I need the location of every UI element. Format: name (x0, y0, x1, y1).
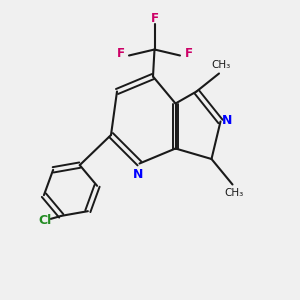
Text: N: N (222, 113, 232, 127)
Text: F: F (117, 47, 124, 61)
Text: Cl: Cl (38, 214, 51, 227)
Text: F: F (151, 11, 158, 25)
Text: N: N (133, 168, 143, 182)
Text: CH₃: CH₃ (211, 60, 230, 70)
Text: CH₃: CH₃ (224, 188, 244, 198)
Text: F: F (184, 47, 192, 61)
